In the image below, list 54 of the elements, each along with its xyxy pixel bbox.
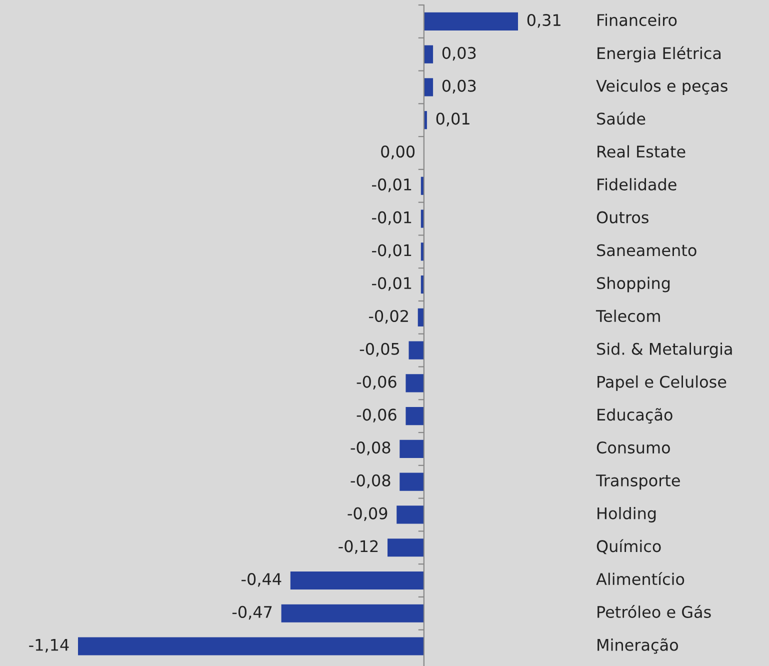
y-tick-label: Transporte — [596, 474, 680, 490]
bar — [78, 637, 424, 656]
data-label: -1,14 — [29, 639, 69, 653]
y-tick-label: Shopping — [597, 276, 670, 292]
y-tick-label: Saneamento — [597, 244, 696, 256]
bar — [406, 374, 424, 392]
data-label: 0,31 — [527, 14, 560, 28]
bar — [424, 12, 518, 30]
data-label: 0,01 — [436, 112, 470, 126]
y-tick-label: Fidelidade — [598, 178, 676, 191]
data-label: 0,03 — [442, 80, 476, 94]
y-tick-label: Financeiro — [598, 14, 677, 26]
bar — [424, 78, 434, 96]
data-label: -0,01 — [372, 244, 412, 258]
bar — [388, 538, 424, 557]
bar — [400, 440, 424, 458]
data-label: 0,00 — [381, 146, 415, 160]
bar — [396, 506, 424, 524]
bar — [400, 472, 424, 491]
data-label: -0,08 — [350, 442, 390, 456]
bar — [408, 341, 424, 360]
data-label: -0,01 — [372, 277, 412, 291]
y-tick-label: Real Estate — [598, 145, 686, 158]
data-label: -0,05 — [360, 342, 400, 357]
y-tick-label: Outros — [596, 211, 648, 224]
y-tick-label: Papel e Celulose — [598, 375, 726, 391]
y-tick-label: Holding — [598, 506, 656, 522]
data-label: -0,12 — [338, 540, 378, 554]
data-label: -0,06 — [356, 408, 396, 422]
data-label: -0,02 — [368, 310, 408, 324]
y-tick-label: Saúde — [597, 112, 646, 125]
data-label: -0,06 — [356, 376, 396, 390]
y-tick-label: Sid. & Metalurgia — [597, 342, 732, 358]
y-tick-label: Químico — [596, 539, 661, 554]
y-tick-label: Veiculos e peças — [596, 79, 728, 95]
data-label: 0,03 — [442, 46, 476, 61]
y-tick-label: Energia Elétrica — [598, 46, 721, 62]
bar — [418, 308, 424, 326]
data-label: -0,01 — [372, 211, 412, 226]
bar — [290, 571, 424, 590]
y-tick-label: Mineração — [598, 638, 678, 654]
y-tick-label: Telecom — [596, 310, 660, 322]
data-label: -0,44 — [242, 573, 282, 587]
y-tick-label: Petróleo e Gás — [598, 605, 711, 618]
data-label: -0,47 — [232, 606, 272, 620]
bar — [424, 45, 434, 64]
y-tick-label: Alimentício — [596, 572, 684, 586]
y-tick-label: Consumo — [596, 442, 670, 454]
bar — [281, 604, 424, 622]
data-label: -0,01 — [372, 178, 412, 192]
bar — [406, 407, 424, 426]
y-tick-label: Educação — [598, 408, 672, 424]
data-label: -0,08 — [350, 474, 390, 488]
data-label: -0,09 — [348, 507, 388, 521]
